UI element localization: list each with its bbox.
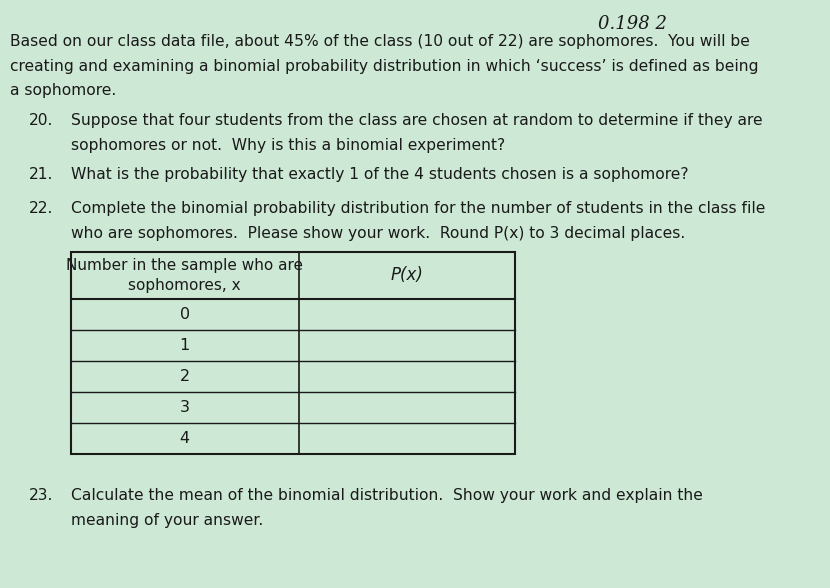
Text: Suppose that four students from the class are chosen at random to determine if t: Suppose that four students from the clas… [71,113,762,128]
Text: 3: 3 [179,400,190,415]
Text: Calculate the mean of the binomial distribution.  Show your work and explain the: Calculate the mean of the binomial distr… [71,488,702,503]
Text: 22.: 22. [29,201,53,216]
Text: 2: 2 [179,369,190,384]
Text: 4: 4 [179,431,190,446]
Text: Number in the sample who are
sophomores, x: Number in the sample who are sophomores,… [66,258,303,293]
Text: meaning of your answer.: meaning of your answer. [71,513,263,528]
Text: P(x): P(x) [390,266,423,285]
Text: 20.: 20. [29,113,53,128]
Bar [71,252,515,454]
Text: Complete the binomial probability distribution for the number of students in the: Complete the binomial probability distri… [71,201,765,216]
Text: Based on our class data file, about 45% of the class (10 out of 22) are sophomor: Based on our class data file, about 45% … [10,34,749,49]
Text: 1: 1 [179,338,190,353]
Text: sophomores or not.  Why is this a binomial experiment?: sophomores or not. Why is this a binomia… [71,138,505,153]
Text: 21.: 21. [29,167,53,182]
Text: creating and examining a binomial probability distribution in which ‘success’ is: creating and examining a binomial probab… [10,59,759,74]
Text: 0: 0 [179,307,190,322]
Text: who are sophomores.  Please show your work.  Round P(x) to 3 decimal places.: who are sophomores. Please show your wor… [71,226,685,241]
Text: 0.198 2: 0.198 2 [598,15,666,33]
Text: 23.: 23. [29,488,53,503]
Text: What is the probability that exactly 1 of the 4 students chosen is a sophomore?: What is the probability that exactly 1 o… [71,167,688,182]
Text: a sophomore.: a sophomore. [10,83,116,99]
